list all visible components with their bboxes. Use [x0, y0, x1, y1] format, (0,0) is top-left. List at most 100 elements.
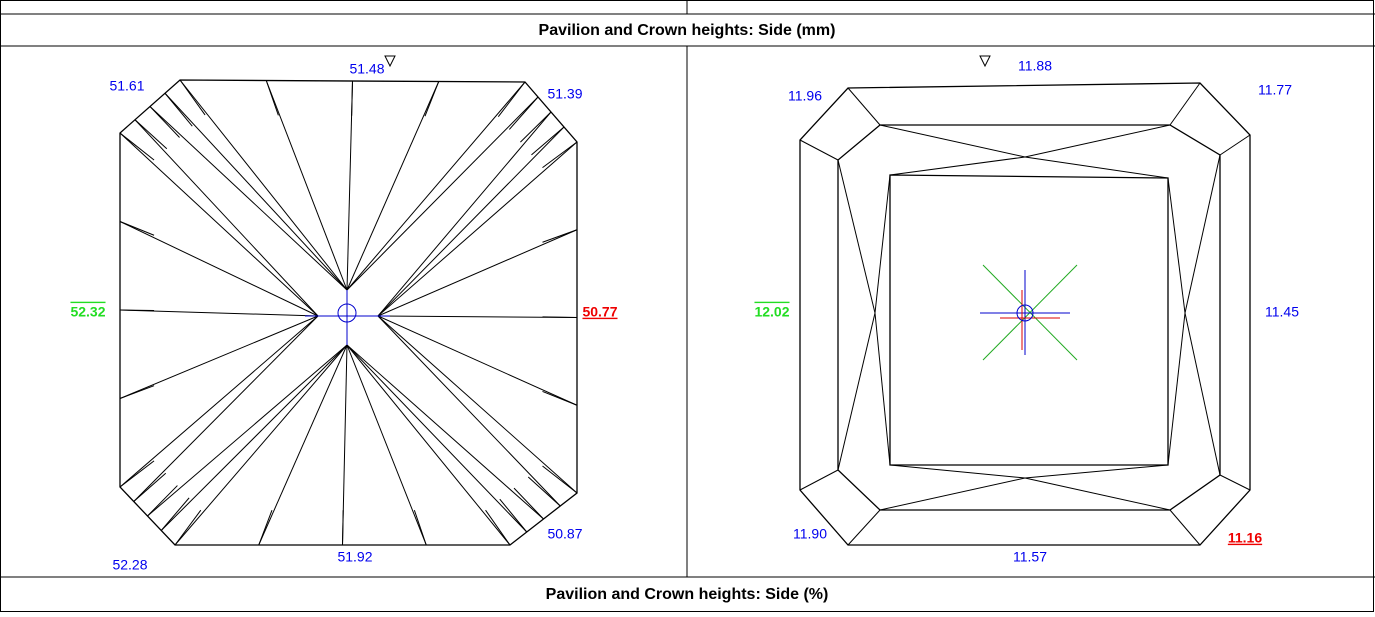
facet-edge — [120, 133, 318, 316]
facet-edge — [528, 477, 560, 506]
facet-edge — [425, 82, 439, 117]
height-label: 52.32 — [70, 304, 105, 320]
facet-edge — [150, 107, 180, 138]
facet-edge — [1220, 475, 1250, 490]
facet-edge — [543, 142, 578, 168]
facet-edge — [543, 391, 578, 405]
facet-edge — [543, 230, 578, 242]
height-label: 50.77 — [582, 304, 617, 320]
section-title: Pavilion and Crown heights: Side (mm) — [539, 22, 836, 39]
facet-edge — [352, 81, 353, 116]
section-title: Pavilion and Crown heights: Side (%) — [546, 586, 829, 603]
facet-edge — [1025, 125, 1170, 157]
facet-edge — [800, 140, 838, 160]
facet-edge — [266, 81, 278, 116]
facet-edge — [838, 160, 875, 313]
facet-edge — [161, 498, 189, 531]
facet-edge — [875, 175, 890, 313]
facet-edge — [259, 510, 272, 545]
facet-edge — [543, 466, 578, 493]
facet-edge — [531, 127, 564, 155]
facet-edge — [347, 97, 538, 290]
height-label: 51.39 — [547, 86, 582, 102]
facet-edge — [378, 316, 577, 405]
facet-edge — [414, 510, 426, 545]
facet-edge — [175, 345, 347, 545]
height-label: 50.87 — [547, 526, 582, 542]
marker — [980, 56, 990, 66]
facet-edge — [347, 345, 544, 519]
facet-edge — [135, 120, 167, 149]
facet-edge — [800, 470, 838, 490]
facet-edge — [120, 222, 154, 236]
height-label: 12.02 — [754, 304, 789, 320]
facet-edge — [120, 310, 318, 316]
facet-edge — [378, 316, 577, 493]
facet-edge — [180, 80, 205, 115]
facet-edge — [1168, 313, 1185, 465]
height-label: 51.61 — [109, 78, 144, 94]
facet-edge — [120, 316, 318, 487]
height-label: 11.77 — [1258, 82, 1292, 98]
marker — [385, 56, 395, 66]
facet-edge — [848, 510, 880, 545]
facet-edge — [848, 88, 880, 125]
facet-edge — [1185, 155, 1220, 313]
facet-edge — [378, 230, 577, 316]
facet-edge — [135, 120, 318, 316]
facet-edge — [1168, 178, 1185, 313]
facet-edge — [880, 125, 1025, 157]
height-label: 11.88 — [1018, 58, 1052, 74]
facet-edge — [875, 313, 890, 465]
height-label: 52.28 — [112, 557, 147, 573]
facet-edge — [161, 345, 347, 531]
facet-edge — [266, 81, 347, 291]
facet-edge — [134, 473, 166, 501]
facet-edge — [120, 386, 154, 399]
facet-edge — [1170, 83, 1200, 125]
facet-edge — [514, 488, 543, 519]
facet-edge — [509, 97, 538, 129]
facet-edge — [148, 345, 348, 516]
facet-edge — [347, 345, 527, 532]
facet-edge — [175, 510, 201, 545]
facet-edge — [165, 93, 192, 126]
facet-edge — [347, 345, 426, 545]
facet-edge — [486, 510, 510, 545]
facet-edge — [343, 510, 344, 545]
facet-edge — [120, 133, 154, 160]
height-label: 51.92 — [337, 549, 372, 565]
facet-edge — [180, 80, 347, 290]
facet-edge — [378, 316, 560, 506]
facet-edge — [1170, 510, 1200, 545]
facet-edge — [1025, 157, 1168, 178]
facet-edge — [1220, 135, 1250, 155]
facet-edge — [543, 317, 578, 318]
facet-edge — [500, 499, 527, 532]
height-label: 51.48 — [349, 61, 384, 77]
facet-edge — [150, 107, 347, 291]
height-label: 11.16 — [1228, 530, 1262, 546]
height-label: 11.90 — [793, 526, 827, 542]
facet-edge — [347, 345, 510, 545]
facet-edge — [498, 82, 525, 117]
facet-edge — [120, 316, 318, 399]
facet-edge — [120, 461, 154, 487]
facet-edge — [165, 93, 347, 290]
facet-edge — [1185, 313, 1220, 475]
facet-edge — [378, 112, 551, 316]
facet-edge — [890, 157, 1025, 175]
facet-edge — [347, 82, 439, 291]
facet-edge — [520, 112, 551, 142]
facet-edge — [890, 465, 1025, 478]
height-label: 11.96 — [788, 88, 822, 104]
height-label: 11.57 — [1013, 549, 1047, 565]
height-label: 11.45 — [1265, 304, 1299, 320]
facet-edge — [880, 478, 1025, 510]
facet-edge — [259, 345, 347, 545]
facet-edge — [838, 313, 875, 470]
facet-edge — [1025, 465, 1168, 478]
facet-edge — [347, 82, 525, 290]
facet-edge — [1025, 478, 1170, 510]
